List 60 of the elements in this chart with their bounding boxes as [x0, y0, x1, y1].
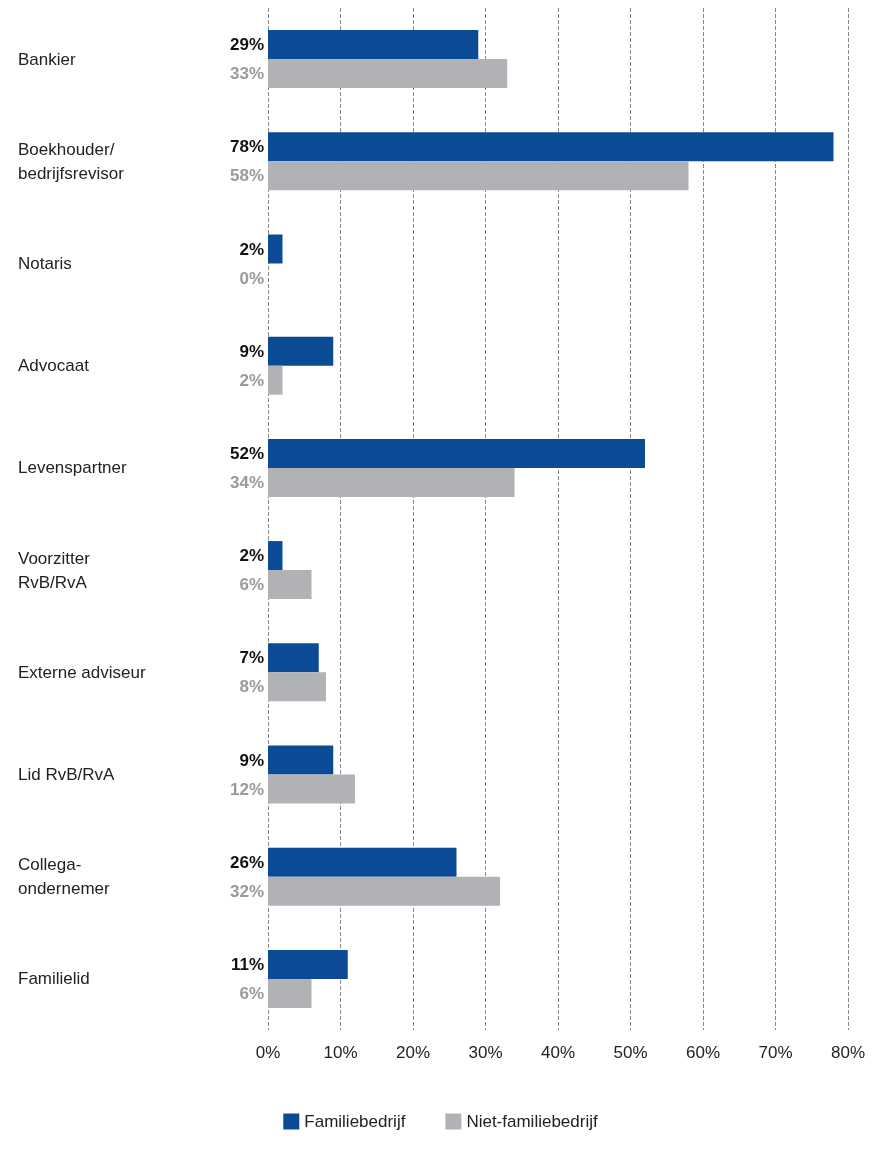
bar — [268, 570, 312, 600]
bar — [268, 336, 334, 366]
data-label: 9% — [239, 750, 264, 770]
bar — [268, 132, 834, 162]
data-label: 6% — [239, 575, 264, 595]
bar — [268, 745, 334, 775]
x-tick-label: 20% — [395, 1043, 431, 1062]
data-label: 2% — [239, 370, 264, 390]
data-label: 78% — [229, 137, 264, 157]
y-tick-label: Notaris — [18, 254, 72, 273]
bar — [268, 978, 312, 1008]
bar — [268, 438, 645, 468]
legend-label: Familiebedrijf — [304, 1112, 406, 1131]
x-tick-label: 10% — [323, 1043, 358, 1062]
y-tick-label: Lid RvB/RvA — [18, 765, 116, 784]
bar — [268, 774, 355, 804]
x-tick-label: 40% — [540, 1043, 576, 1062]
bar — [268, 949, 348, 979]
data-label: 0% — [239, 268, 264, 288]
data-label: 52% — [229, 443, 264, 463]
bar — [268, 467, 515, 497]
y-tick-label: Voorzitter RvB/RvA — [18, 548, 91, 592]
x-tick-label: 80% — [830, 1043, 866, 1062]
x-tick-label: 60% — [685, 1043, 721, 1062]
y-tick-label: Boekhouder/ bedrijfsrevisor — [18, 139, 125, 183]
x-tick-label: 30% — [468, 1043, 503, 1062]
legend-label: Niet-familiebedrijf — [466, 1112, 598, 1131]
bar — [268, 672, 326, 702]
y-tick-label: Familielid — [18, 969, 90, 989]
data-label: 6% — [239, 983, 264, 1003]
bar — [268, 847, 457, 877]
bar — [268, 59, 508, 89]
bar — [268, 541, 283, 571]
data-label: 33% — [229, 64, 264, 84]
y-tick-label: Externe adviseur — [18, 662, 146, 682]
data-label: 11% — [230, 954, 264, 974]
data-label: 2% — [239, 546, 264, 566]
bar — [268, 643, 319, 673]
data-label: 29% — [229, 35, 264, 55]
bar — [268, 234, 283, 264]
bar — [268, 365, 283, 395]
data-label: 58% — [229, 166, 264, 186]
data-label: 7% — [239, 648, 264, 668]
y-tick-label: Advocaat — [18, 356, 90, 376]
y-tick-label: Levenspartner — [18, 458, 128, 478]
x-tick-label: 70% — [758, 1043, 793, 1062]
bar — [268, 161, 689, 191]
data-label: 26% — [229, 852, 264, 872]
x-tick-label: 50% — [613, 1043, 648, 1062]
data-label: 2% — [239, 239, 264, 259]
y-tick-label: Collega- ondernemer — [18, 855, 110, 899]
y-tick-label: Bankier — [18, 49, 76, 69]
data-label: 12% — [229, 779, 264, 799]
bar — [268, 30, 479, 60]
bar — [268, 876, 500, 906]
data-label: 34% — [229, 472, 264, 492]
data-label: 8% — [239, 677, 264, 697]
data-label: 32% — [229, 881, 264, 901]
data-label: 9% — [239, 341, 264, 361]
x-tick-label: 0% — [255, 1043, 281, 1062]
